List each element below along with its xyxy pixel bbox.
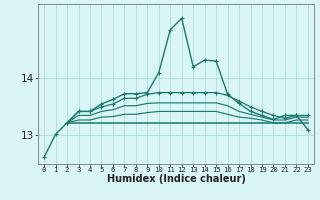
X-axis label: Humidex (Indice chaleur): Humidex (Indice chaleur) [107,174,245,184]
